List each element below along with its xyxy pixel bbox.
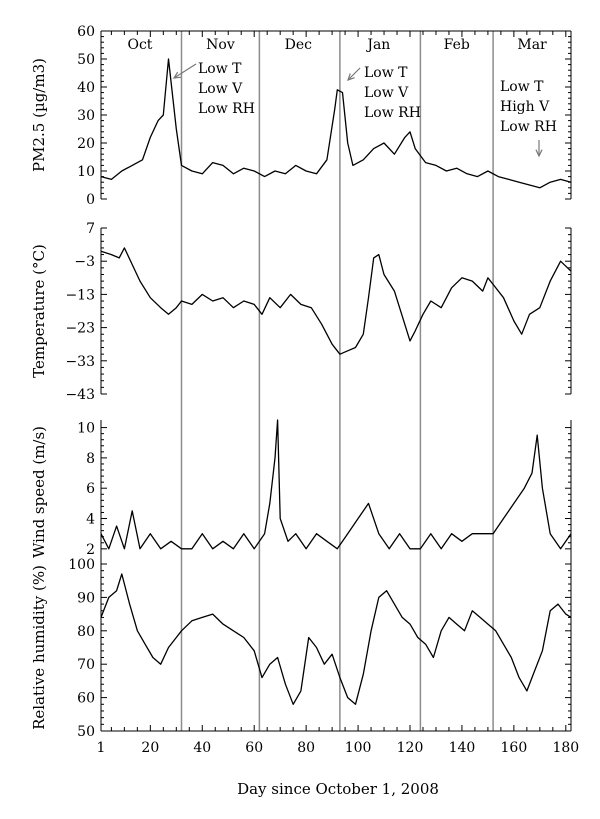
x-axis-title: Day since October 1, 2008 <box>237 780 439 798</box>
month-label: Oct <box>127 37 152 53</box>
x-tick-label: 180 <box>552 740 579 756</box>
month-label: Nov <box>206 37 235 53</box>
x-axis: 1 20 40 60 80 100 120 140 160 180 <box>97 31 579 756</box>
x-tick-label: 100 <box>345 740 372 756</box>
annotation: Low T Low V Low RH <box>347 65 421 121</box>
y-tick-label: 4 <box>86 512 95 528</box>
y-tick-label: −43 <box>65 387 95 403</box>
y-tick-label: 50 <box>77 52 95 68</box>
x-tick-label: 1 <box>97 740 106 756</box>
y-tick-label: 80 <box>77 624 95 640</box>
y-tick-label: 60 <box>77 24 95 40</box>
arrow-head-icon <box>347 73 355 81</box>
series-line-temperature <box>100 247 572 355</box>
panel-wind: 2 4 6 8 10 Wind speed (m/s) <box>30 419 572 564</box>
month-label: Dec <box>285 37 313 53</box>
month-labels: Oct Nov Dec Jan Feb Mar <box>127 37 547 53</box>
panel-humidity: 50 60 70 80 90 100 Relative humidity (%) <box>30 557 572 740</box>
arrow-icon <box>347 67 361 81</box>
x-tick-label: 60 <box>245 740 263 756</box>
annotation-line: Low T <box>198 61 242 77</box>
y-tick-label: 6 <box>86 481 95 497</box>
annotation-line: Low RH <box>364 105 421 121</box>
y-tick-label: −23 <box>65 321 95 337</box>
month-label: Feb <box>444 37 470 53</box>
y-tick-label: 50 <box>77 724 95 740</box>
annotation-line: Low T <box>364 65 408 81</box>
y-tick-label: 10 <box>77 421 95 437</box>
annotation-line: Low V <box>198 81 243 97</box>
annotations: Low T Low V Low RH Low T Low V Low RH Low T Hig… <box>172 61 557 158</box>
y-tick-label: 30 <box>77 108 95 124</box>
annotation-line: Low T <box>500 79 544 95</box>
panel-pm25: 0 10 20 30 40 50 60 PM2.5 (µg/m3) <box>30 24 572 208</box>
y-axis-title-humidity: Relative humidity (%) <box>30 565 48 730</box>
annotation-line: Low RH <box>198 101 255 117</box>
y-tick-label: −33 <box>65 354 95 370</box>
arrow-head-icon <box>535 149 543 158</box>
series-line-pm25 <box>100 58 572 189</box>
annotation: Low T High V Low RH <box>500 79 557 158</box>
y-tick-label: 0 <box>86 192 95 208</box>
x-tick-label: 20 <box>141 740 159 756</box>
y-tick-label: 40 <box>77 80 95 96</box>
y-tick-label: −3 <box>74 254 95 270</box>
y-tick-label: 7 <box>86 221 95 237</box>
series-line-wind <box>100 419 572 550</box>
y-tick-label: 10 <box>77 164 95 180</box>
y-axis-title-wind: Wind speed (m/s) <box>30 426 48 558</box>
y-tick-label: 60 <box>77 691 95 707</box>
arrow-icon <box>173 63 197 79</box>
x-tick-label: 120 <box>397 740 424 756</box>
panels: 0 10 20 30 40 50 60 PM2.5 (µg/m3) 7 −3 −13 −23 −33 −4… <box>30 24 572 740</box>
y-tick-label: 8 <box>86 451 95 467</box>
x-tick-label: 40 <box>193 740 211 756</box>
arrow-head-icon <box>172 71 182 79</box>
y-tick-label: 90 <box>77 590 95 606</box>
y-tick-label: −13 <box>65 287 95 303</box>
x-tick-label: 80 <box>297 740 315 756</box>
month-boundary-lines <box>180 31 494 731</box>
y-tick-label: 20 <box>77 136 95 152</box>
panel-temperature: 7 −3 −13 −23 −33 −43 Temperature (°C) <box>30 221 572 403</box>
series-line-humidity <box>100 573 572 705</box>
annotation-line: High V <box>500 99 550 115</box>
y-tick-label: 2 <box>86 542 95 558</box>
y-tick-label: 100 <box>68 557 95 573</box>
y-tick-label: 70 <box>77 657 95 673</box>
annotation: Low T Low V Low RH <box>172 61 255 117</box>
month-label: Mar <box>517 37 547 53</box>
annotation-line: Low V <box>364 85 409 101</box>
x-tick-label: 140 <box>449 740 476 756</box>
annotation-line: Low RH <box>500 119 557 135</box>
y-axis-title-pm25: PM2.5 (µg/m3) <box>30 58 48 172</box>
y-axis-title-temperature: Temperature (°C) <box>30 244 48 378</box>
x-tick-label: 160 <box>501 740 528 756</box>
month-label: Jan <box>365 37 390 53</box>
